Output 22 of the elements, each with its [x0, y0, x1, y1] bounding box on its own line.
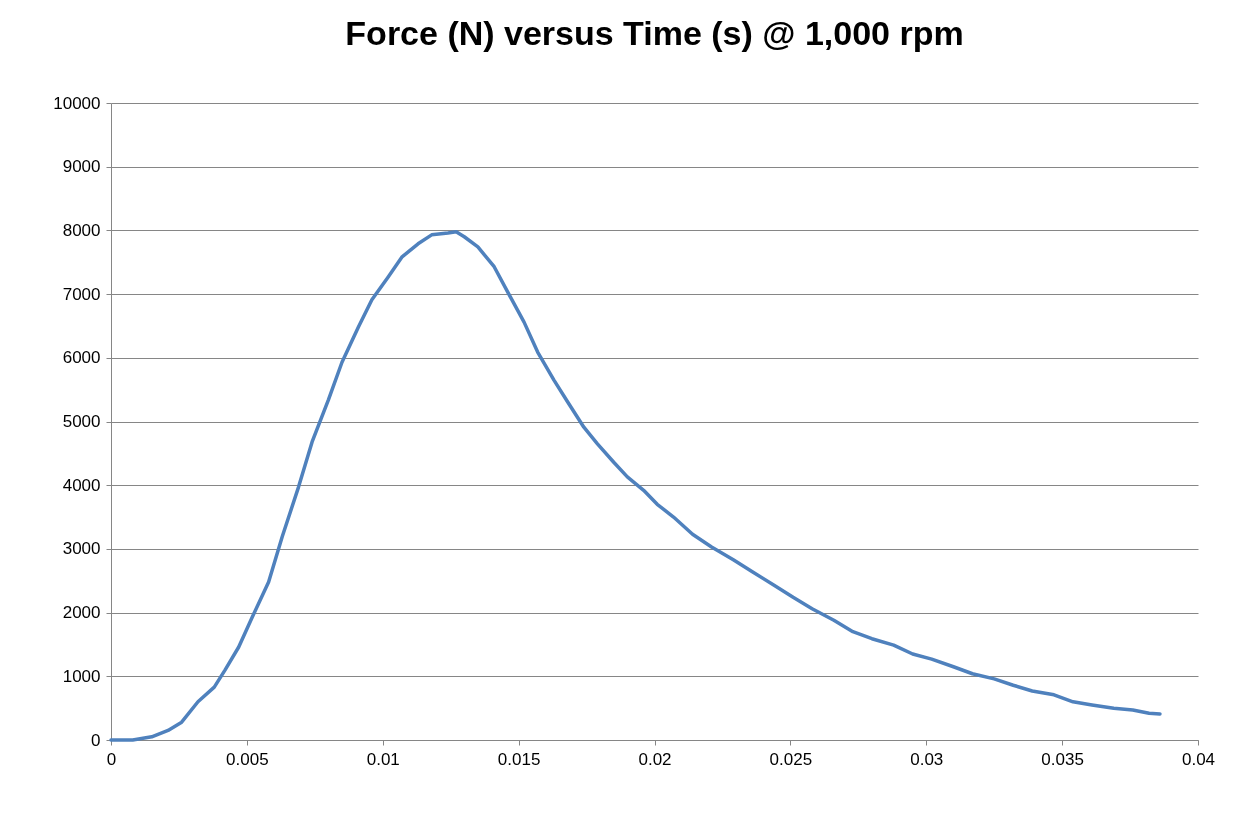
x-tick-label: 0 — [106, 749, 117, 769]
chart-title: Force (N) versus Time (s) @ 1,000 rpm — [345, 14, 964, 52]
y-tick-label: 5000 — [62, 412, 101, 431]
y-tick-label: 8000 — [62, 220, 101, 240]
x-tick-label: 0.04 — [1181, 749, 1216, 769]
y-tick-label: 3000 — [62, 539, 101, 559]
x-tick-label: 0.015 — [497, 749, 541, 769]
x-tick-label: 0.01 — [366, 749, 400, 769]
y-tick-label: 9000 — [62, 157, 101, 177]
y-tick-label: 1000 — [62, 666, 101, 686]
y-tick-label: 6000 — [62, 348, 101, 368]
x-tick-label: 0.02 — [638, 749, 672, 769]
x-tick-label: 0.025 — [769, 749, 813, 769]
y-tick-label: 7000 — [62, 284, 101, 304]
x-tick-label: 0.03 — [910, 749, 944, 769]
y-tick-label: 10000 — [53, 93, 101, 113]
line-series — [109, 229, 1162, 742]
y-tick-label: 4000 — [62, 475, 101, 495]
x-tick-label: 0.005 — [226, 749, 269, 769]
y-tick-label: 0 — [91, 730, 101, 750]
x-tick-label: 0.035 — [1041, 749, 1084, 769]
y-tick-label: 2000 — [62, 603, 101, 623]
